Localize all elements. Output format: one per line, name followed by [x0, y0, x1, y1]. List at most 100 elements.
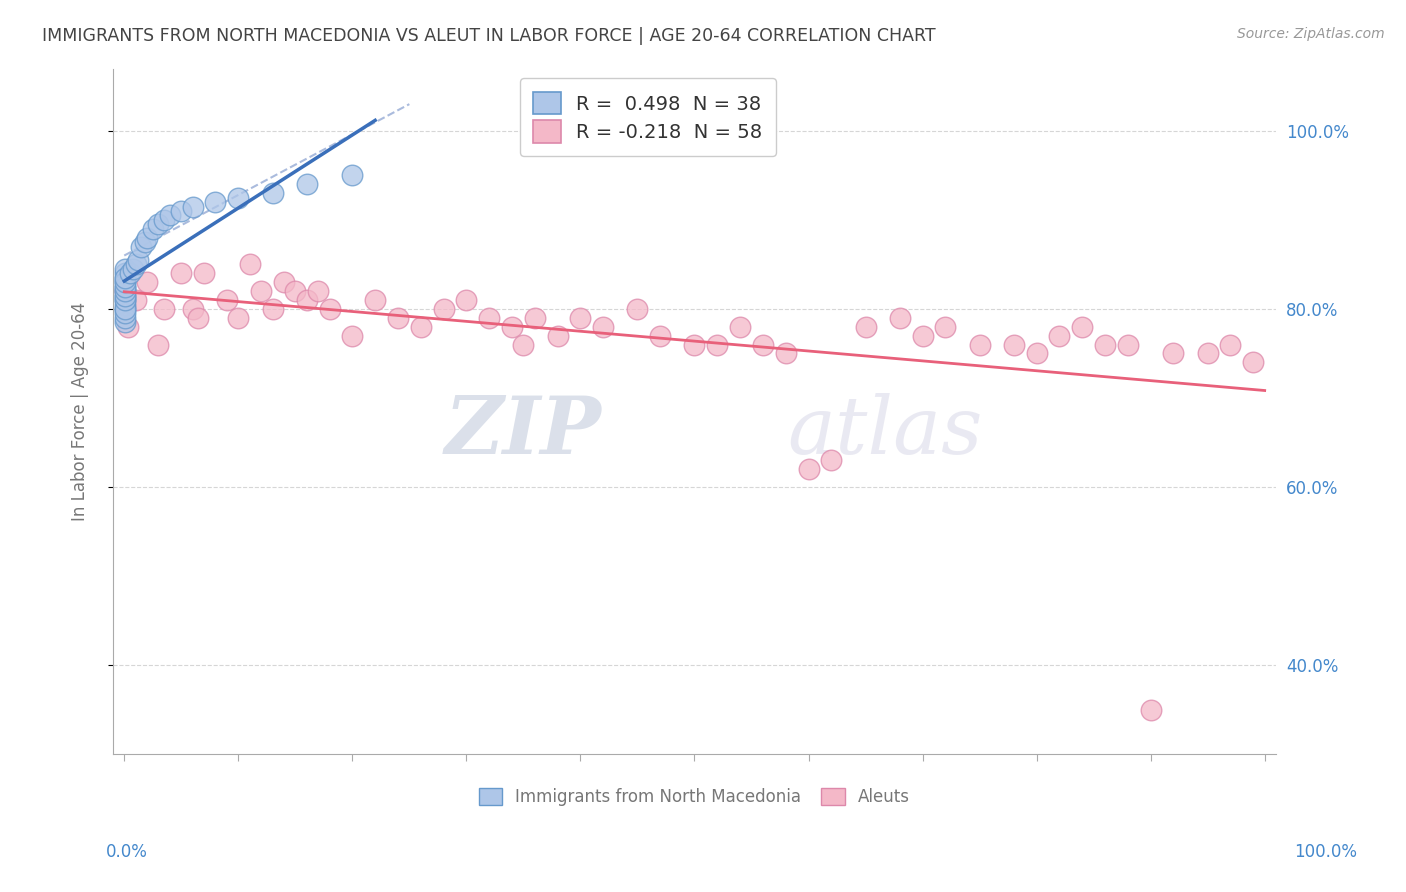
- Point: [523, 310, 546, 325]
- Point: [250, 284, 273, 298]
- Point: [117, 319, 139, 334]
- Text: ZIP: ZIP: [444, 393, 602, 471]
- Point: [114, 288, 136, 302]
- Point: [1197, 346, 1219, 360]
- Point: [153, 301, 176, 316]
- Point: [131, 239, 153, 253]
- Point: [650, 328, 672, 343]
- Point: [114, 284, 136, 298]
- Point: [342, 328, 364, 343]
- Point: [181, 301, 204, 316]
- Point: [148, 218, 170, 232]
- Point: [752, 337, 775, 351]
- Text: 0.0%: 0.0%: [105, 843, 148, 861]
- Point: [478, 310, 501, 325]
- Point: [114, 310, 136, 325]
- Point: [820, 453, 842, 467]
- Point: [284, 284, 307, 298]
- Point: [181, 200, 204, 214]
- Point: [364, 293, 387, 307]
- Point: [547, 328, 569, 343]
- Point: [1094, 337, 1116, 351]
- Point: [134, 235, 156, 249]
- Point: [159, 209, 181, 223]
- Point: [262, 186, 284, 201]
- Point: [127, 252, 149, 267]
- Point: [114, 288, 136, 302]
- Point: [114, 301, 136, 316]
- Point: [124, 257, 146, 271]
- Point: [114, 301, 136, 316]
- Point: [226, 310, 249, 325]
- Point: [934, 319, 956, 334]
- Point: [114, 297, 136, 311]
- Point: [114, 270, 136, 285]
- Point: [114, 293, 136, 307]
- Point: [387, 310, 409, 325]
- Point: [295, 178, 318, 192]
- Point: [775, 346, 797, 360]
- Legend: Immigrants from North Macedonia, Aleuts: Immigrants from North Macedonia, Aleuts: [471, 780, 918, 814]
- Text: 100.0%: 100.0%: [1294, 843, 1357, 861]
- Point: [239, 257, 262, 271]
- Point: [409, 319, 432, 334]
- Point: [1116, 337, 1139, 351]
- Point: [911, 328, 934, 343]
- Point: [307, 284, 329, 298]
- Point: [432, 301, 454, 316]
- Point: [262, 301, 284, 316]
- Point: [855, 319, 877, 334]
- Point: [122, 261, 145, 276]
- Point: [114, 284, 136, 298]
- Point: [114, 306, 136, 320]
- Point: [797, 462, 820, 476]
- Y-axis label: In Labor Force | Age 20-64: In Labor Force | Age 20-64: [72, 301, 89, 521]
- Point: [114, 279, 136, 293]
- Point: [1047, 328, 1070, 343]
- Point: [273, 275, 295, 289]
- Point: [114, 275, 136, 289]
- Point: [592, 319, 614, 334]
- Point: [1071, 319, 1094, 334]
- Point: [1139, 703, 1161, 717]
- Point: [683, 337, 706, 351]
- Point: [148, 337, 170, 351]
- Point: [215, 293, 238, 307]
- Point: [187, 310, 209, 325]
- Text: atlas: atlas: [787, 393, 983, 471]
- Point: [226, 191, 249, 205]
- Point: [114, 266, 136, 280]
- Point: [136, 275, 159, 289]
- Point: [706, 337, 728, 351]
- Point: [153, 213, 176, 227]
- Point: [1219, 337, 1241, 351]
- Point: [1241, 355, 1264, 369]
- Point: [626, 301, 648, 316]
- Text: IMMIGRANTS FROM NORTH MACEDONIA VS ALEUT IN LABOR FORCE | AGE 20-64 CORRELATION : IMMIGRANTS FROM NORTH MACEDONIA VS ALEUT…: [42, 27, 936, 45]
- Point: [142, 222, 165, 236]
- Point: [889, 310, 911, 325]
- Point: [170, 204, 193, 219]
- Point: [136, 230, 159, 244]
- Point: [170, 266, 193, 280]
- Point: [1163, 346, 1185, 360]
- Point: [969, 337, 991, 351]
- Point: [1025, 346, 1047, 360]
- Point: [114, 270, 136, 285]
- Point: [512, 337, 534, 351]
- Point: [124, 293, 146, 307]
- Point: [114, 284, 136, 298]
- Point: [728, 319, 751, 334]
- Point: [295, 293, 318, 307]
- Point: [114, 293, 136, 307]
- Point: [114, 279, 136, 293]
- Point: [318, 301, 340, 316]
- Point: [114, 261, 136, 276]
- Point: [204, 195, 226, 210]
- Point: [456, 293, 478, 307]
- Point: [114, 275, 136, 289]
- Point: [118, 266, 141, 280]
- Point: [501, 319, 523, 334]
- Point: [114, 315, 136, 329]
- Point: [1002, 337, 1025, 351]
